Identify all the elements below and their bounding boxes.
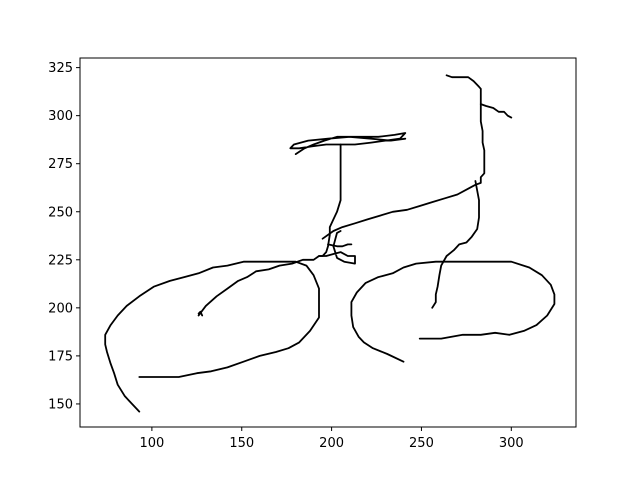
y-tick-label: 325 (48, 61, 73, 76)
series-line-3 (197, 230, 356, 317)
plot-frame (79, 57, 577, 428)
series-layer (104, 74, 556, 413)
y-axis: 150 175 200 225 250 275 300 325 (48, 61, 80, 412)
y-tick-label: 225 (48, 253, 73, 268)
series-line-1 (104, 260, 320, 413)
series-line-7 (479, 103, 513, 119)
series-line-6 (289, 132, 407, 156)
y-tick-label: 300 (48, 109, 73, 124)
series-line-5 (431, 180, 480, 309)
y-tick-label: 250 (48, 205, 73, 220)
x-tick-label: 300 (499, 436, 524, 451)
series-line-9 (327, 243, 353, 248)
x-tick-label: 200 (319, 436, 344, 451)
y-tick-label: 150 (48, 397, 73, 412)
x-tick-label: 150 (229, 436, 254, 451)
series-line-4 (321, 74, 486, 240)
x-tick-label: 100 (139, 436, 164, 451)
y-tick-label: 200 (48, 301, 73, 316)
y-tick-label: 175 (48, 349, 73, 364)
y-tick-label: 275 (48, 157, 73, 172)
x-tick-label: 250 (409, 436, 434, 451)
series-line-10 (197, 310, 204, 317)
series-line-2 (350, 260, 556, 363)
series-line-8 (318, 143, 342, 257)
x-axis: 100 150 200 250 300 (139, 427, 524, 451)
